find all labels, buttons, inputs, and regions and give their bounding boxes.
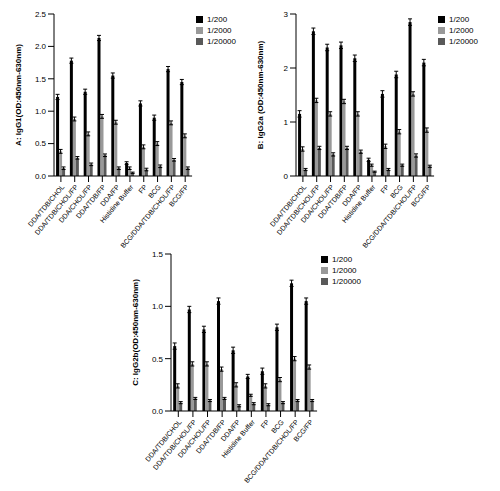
svg-text:DDA/TDB/FP: DDA/TDB/FP: [74, 183, 107, 220]
svg-text:DDA/FP: DDA/FP: [98, 183, 121, 208]
svg-text:FP: FP: [259, 418, 270, 430]
svg-text:DDA/TDB/CHOL: DDA/TDB/CHOL: [26, 183, 66, 228]
svg-text:BCG/FP: BCG/FP: [168, 183, 190, 208]
svg-text:B: IgG2a (OD:450nm-630nm): B: IgG2a (OD:450nm-630nm): [256, 40, 265, 149]
svg-text:0.5: 0.5: [152, 355, 164, 364]
html-text:1/200: 1/200: [449, 15, 470, 24]
svg-text:FP: FP: [137, 183, 148, 195]
svg-text:DDA/TDB/CHOL: DDA/TDB/CHOL: [144, 418, 183, 463]
svg-text:DDA/CHOL/FP: DDA/CHOL/FP: [299, 183, 336, 224]
svg-text:DDA/TDB/CHOL/FP: DDA/TDB/CHOL/FP: [33, 183, 80, 237]
svg-text:A: IgG1(OD:450nm-630nm): A: IgG1(OD:450nm-630nm): [14, 44, 23, 146]
svg-text:DDA/TDB/CHOL/FP: DDA/TDB/CHOL/FP: [275, 183, 322, 237]
html-text:1/20000: 1/20000: [207, 37, 236, 46]
svg-text:0: 0: [284, 172, 289, 181]
svg-text:1.5: 1.5: [35, 75, 47, 84]
html-text:1/20000: 1/20000: [332, 277, 361, 286]
svg-text:1.0: 1.0: [35, 107, 47, 116]
svg-text:1: 1: [284, 118, 289, 127]
html-text:1/200: 1/200: [332, 255, 353, 264]
svg-text:2: 2: [284, 64, 289, 73]
html-text:1/20000: 1/20000: [449, 37, 478, 46]
svg-text:DDA/FP: DDA/FP: [340, 183, 363, 208]
svg-text:DDA/TDB/FP: DDA/TDB/FP: [316, 183, 349, 220]
svg-text:C: IgG2b(OD:450nm-630nm): C: IgG2b(OD:450nm-630nm): [131, 279, 140, 386]
svg-text:Histidine Buffer: Histidine Buffer: [341, 183, 377, 224]
svg-text:3: 3: [284, 10, 289, 19]
svg-text:2.5: 2.5: [35, 10, 47, 19]
svg-text:1.5: 1.5: [152, 250, 164, 259]
svg-text:BCG/DDA/TDB/CHOL/FP: BCG/DDA/TDB/CHOL/FP: [243, 418, 300, 483]
svg-text:DDA/CHOL/FP: DDA/CHOL/FP: [57, 183, 94, 224]
svg-text:DDA/TDB/FP: DDA/TDB/FP: [194, 418, 227, 455]
svg-text:1.0: 1.0: [152, 302, 164, 311]
svg-text:BCG/DDA/TDB/CHOL/FP: BCG/DDA/TDB/CHOL/FP: [361, 183, 418, 248]
svg-text:Histidine Buffer: Histidine Buffer: [99, 183, 135, 224]
html-text:1/200: 1/200: [207, 15, 228, 24]
svg-text:DDA/CHOL/FP: DDA/CHOL/FP: [176, 418, 213, 459]
svg-text:DDA/TDB/CHOL: DDA/TDB/CHOL: [268, 183, 308, 228]
svg-text:BCG/FP: BCG/FP: [292, 418, 314, 443]
svg-text:Histidine Buffer: Histidine Buffer: [220, 418, 256, 459]
svg-text:0.0: 0.0: [152, 407, 164, 416]
svg-text:0.5: 0.5: [35, 139, 47, 148]
svg-text:DDA/TDB/CHOL/FP: DDA/TDB/CHOL/FP: [151, 418, 198, 472]
svg-text:FP: FP: [379, 183, 390, 195]
html-text:1/2000: 1/2000: [332, 266, 357, 275]
html-text:1/2000: 1/2000: [207, 26, 232, 35]
svg-text:0.0: 0.0: [35, 172, 47, 181]
html-text:1/2000: 1/2000: [449, 26, 474, 35]
svg-text:DDA/FP: DDA/FP: [219, 418, 242, 443]
svg-text:BCG/DDA/TDB/CHOL/FP: BCG/DDA/TDB/CHOL/FP: [119, 183, 176, 248]
svg-text:BCG/FP: BCG/FP: [410, 183, 432, 208]
svg-text:2.0: 2.0: [35, 42, 47, 51]
